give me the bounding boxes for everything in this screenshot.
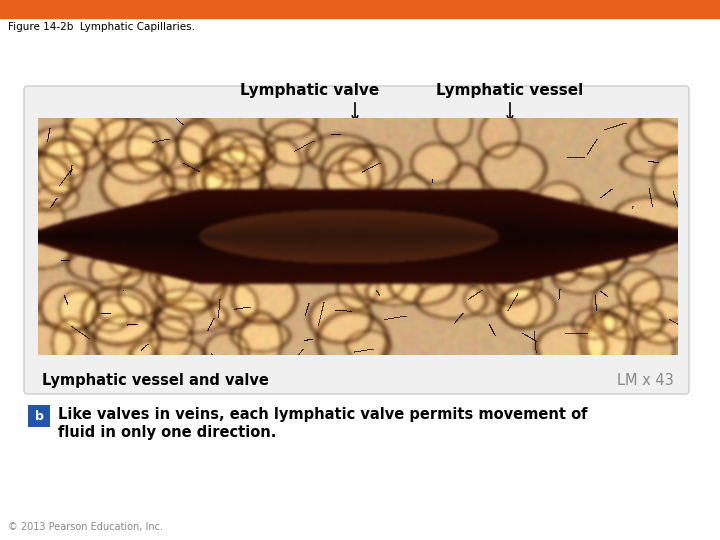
Text: © 2013 Pearson Education, Inc.: © 2013 Pearson Education, Inc. <box>8 522 163 532</box>
Text: Figure 14-2b  Lymphatic Capillaries.: Figure 14-2b Lymphatic Capillaries. <box>8 22 195 32</box>
Bar <box>0 0 720 18</box>
Bar <box>28 405 50 427</box>
Text: Lymphatic vessel: Lymphatic vessel <box>436 83 584 98</box>
Text: b: b <box>35 409 43 422</box>
Text: LM x 43: LM x 43 <box>617 373 674 388</box>
Text: Lymphatic valve: Lymphatic valve <box>240 83 379 98</box>
FancyBboxPatch shape <box>24 86 689 394</box>
Text: Lymphatic vessel and valve: Lymphatic vessel and valve <box>42 373 269 388</box>
Text: fluid in only one direction.: fluid in only one direction. <box>58 425 276 440</box>
Text: Like valves in veins, each lymphatic valve permits movement of: Like valves in veins, each lymphatic val… <box>58 407 588 422</box>
